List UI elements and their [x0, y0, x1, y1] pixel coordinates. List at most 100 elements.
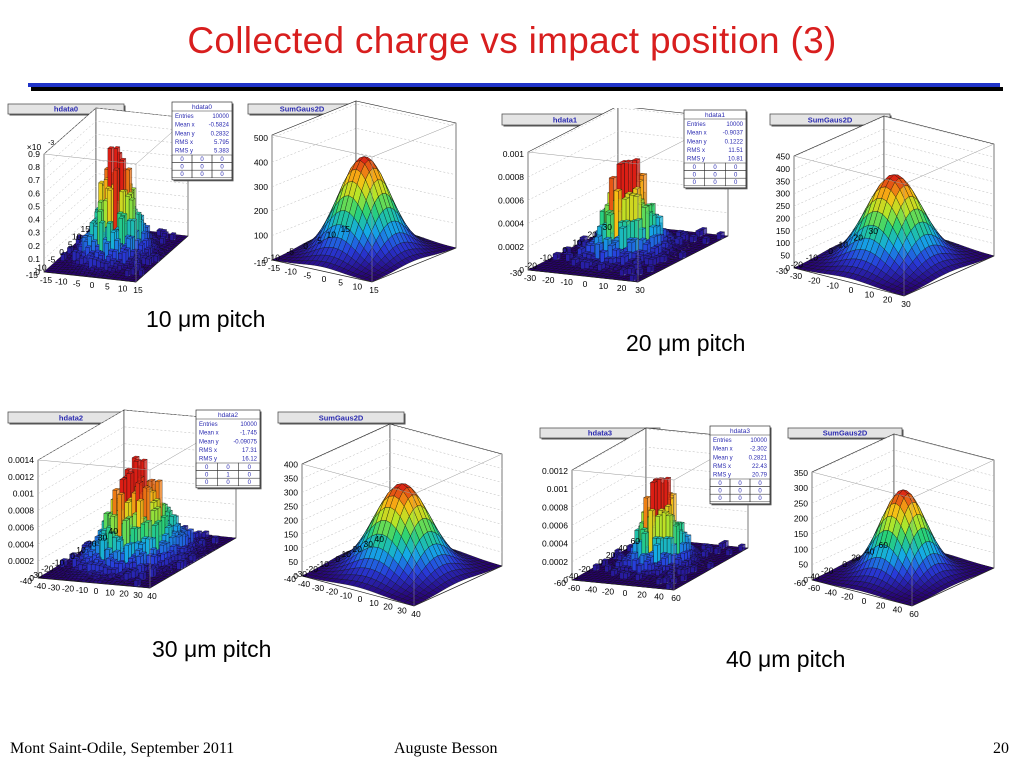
x-tick-label: -10 — [561, 277, 574, 287]
lego-bar-top — [127, 191, 134, 195]
z-tick-label: 0 — [519, 265, 524, 275]
z-tick-label: 100 — [254, 231, 268, 241]
y-tick-label: -30 — [510, 268, 523, 278]
lego-bar-top — [610, 240, 620, 243]
lego-bar-top — [638, 237, 647, 241]
lego-bar-top — [95, 270, 103, 274]
lego-bar-top — [649, 234, 659, 238]
z-tick-label: 350 — [776, 176, 790, 186]
z-tick-label: 0.0008 — [8, 506, 34, 516]
lego-bar-top — [663, 260, 673, 264]
lego-bar-top — [120, 213, 128, 216]
y-tick-label: 30 — [869, 226, 879, 236]
z-tick-label: 0.9 — [28, 149, 40, 159]
z-tick-label: 0.0006 — [8, 522, 34, 532]
y-tick-label: 0 — [562, 245, 567, 255]
data-surface — [37, 455, 237, 589]
lego-bar-top — [118, 189, 126, 193]
lego-bar-top — [675, 247, 685, 251]
z-tick-label: 0.2 — [28, 241, 40, 251]
z-gridline — [43, 186, 189, 233]
stats-grid-value: 0 — [693, 165, 697, 171]
lego-bar-top — [605, 212, 615, 216]
lego-bar-top — [150, 243, 158, 247]
x-tick-label: -15 — [40, 275, 53, 285]
lego-bar-top — [159, 236, 167, 239]
lego-bar-top — [630, 237, 640, 241]
lego-bar-top — [577, 270, 587, 274]
lego-bar-top — [629, 192, 638, 196]
x-tick-label: -10 — [55, 277, 68, 287]
lego-bar-top — [582, 250, 591, 254]
lego-bar-top — [613, 188, 623, 192]
lego-bar-top — [105, 186, 113, 189]
lego-bar-top — [112, 167, 120, 171]
lego-bar-top — [601, 267, 611, 271]
lego-bar-top — [624, 191, 634, 195]
lego-bar-top — [640, 205, 650, 208]
lego-bar-top — [576, 239, 586, 242]
lego-bar-top — [97, 266, 105, 270]
lego-bar-top — [124, 234, 132, 238]
stats-row-value: 10000 — [726, 122, 743, 128]
lego-bar-top — [85, 245, 92, 248]
lego-bar-top — [134, 262, 142, 265]
data-surface — [43, 146, 189, 283]
stats-row-label: Mean x — [687, 131, 707, 137]
y-tick-label: -20 — [791, 259, 804, 269]
z-gridline — [43, 107, 189, 155]
lego-bar-top — [634, 218, 643, 221]
lego-bar-top — [116, 211, 124, 215]
stats-row-value: 0.1222 — [725, 139, 744, 145]
stats-grid-value: 0 — [180, 165, 184, 171]
z-gridline — [527, 154, 729, 201]
lego-bar-top — [146, 265, 154, 269]
stats-grid-value: 0 — [200, 172, 204, 178]
stats-grid-value: 0 — [734, 173, 738, 179]
lego-bar-top — [611, 247, 621, 251]
lego-bar-top — [643, 253, 652, 256]
lego-bar-top — [607, 274, 616, 277]
lego-bar-top — [115, 258, 123, 262]
stats-grid-value: 0 — [200, 157, 204, 163]
lego-bar-top — [618, 225, 628, 229]
y-tick-label: -30 — [776, 266, 789, 276]
lego-bar-top — [89, 220, 97, 224]
stats-box — [171, 101, 233, 181]
lego-bar-top — [565, 252, 574, 255]
lego-bar-top — [161, 231, 169, 234]
z-tick-label: 100 — [776, 238, 790, 248]
data-surface — [527, 158, 729, 283]
lego-bar-top — [594, 234, 603, 238]
lego-bar-top — [106, 187, 114, 191]
lego-bar-top — [76, 234, 83, 238]
x-tick-label: -30 — [790, 271, 803, 281]
lego-bar-top — [594, 272, 604, 276]
lego-bar-top — [604, 262, 614, 266]
x-tick-label: 0 — [849, 285, 854, 295]
lego-bar-top — [124, 193, 132, 197]
y-tick-label: -10 — [268, 252, 281, 262]
plot-title: hdata1 — [553, 116, 577, 125]
stats-row-label: Entries — [175, 114, 194, 120]
lego-bar-top — [609, 264, 618, 268]
stats-grid-value: 0 — [200, 165, 204, 171]
z-tick-label: 0.1 — [28, 254, 40, 264]
stats-row-label: RMS y — [175, 149, 193, 155]
lego-bar-top — [143, 264, 150, 268]
lego-bar-top — [620, 254, 629, 258]
lego-bar-top — [619, 267, 628, 271]
x-tick-label: 10 — [599, 281, 609, 291]
lego-bar-top — [580, 268, 590, 271]
z-gridline — [37, 443, 237, 494]
z-tick-label: 500 — [254, 133, 268, 143]
z-gridline — [793, 165, 995, 207]
title-box — [7, 103, 125, 115]
y-tick-label: 15 — [341, 224, 351, 234]
lego-bar-top — [101, 269, 109, 273]
y-tick-label: 30 — [603, 222, 613, 232]
x-tick-label: -20 — [542, 275, 555, 285]
stats-grid-value: 0 — [180, 172, 184, 178]
lego-bar-top — [120, 246, 127, 250]
